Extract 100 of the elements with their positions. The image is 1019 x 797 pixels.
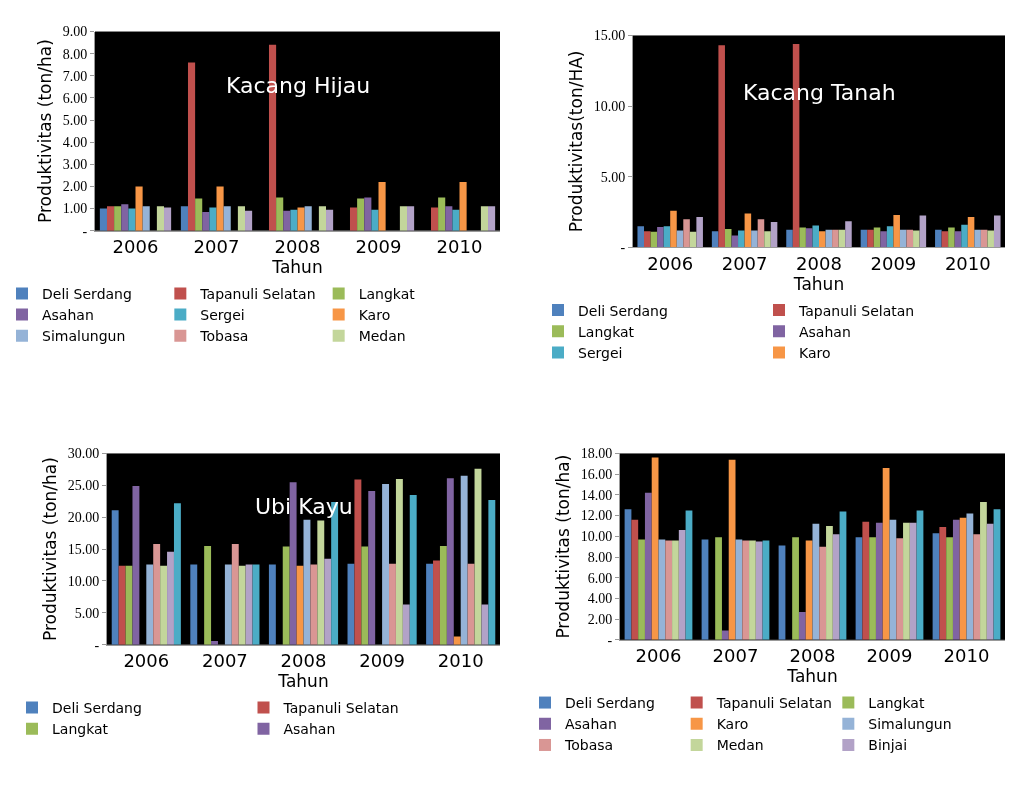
bar [819,231,826,248]
bar [832,534,840,640]
y-axis-title: Produktivitas (ton/ha) [40,457,61,642]
x-tick-label: 2007 [712,645,759,667]
y-tick-label: 1.00 [62,201,88,217]
legend-label: Medan [358,328,406,345]
bar [913,230,920,248]
y-tick-label: 12.00 [580,508,613,524]
bar [445,206,453,231]
legend-label: Tapanuli Selatan [715,695,832,712]
legend-label: Tapanuli Selatan [282,699,399,716]
y-tick-label: 5.00 [600,169,626,185]
bar [869,537,876,640]
bar [156,206,165,231]
legend-label: Deli Serdang [578,302,668,319]
legend-label: Langkat [358,285,416,302]
bar [364,197,372,231]
legend-label: Sergei [200,307,245,324]
bar [711,231,719,248]
x-axis-title: Tahun [786,666,838,687]
y-tick-label: 15.00 [593,28,626,44]
bar [718,45,725,248]
bar [297,207,305,231]
x-tick-label: 2007 [193,236,240,258]
bar [237,206,246,231]
bar [792,537,799,640]
bar [371,209,379,231]
bar [832,229,839,248]
bar [407,206,415,231]
bar [160,565,168,645]
legend-label: Langkat [868,695,925,712]
y-axis-title: Produktivitas (ton/ha) [35,39,56,224]
y-tick-label: 6.00 [62,90,88,106]
bar [326,209,334,231]
bar [980,502,987,640]
bar [644,231,651,248]
bar [638,539,645,640]
x-tick-label: 2007 [721,252,768,274]
y-tick-label: - [94,637,100,653]
bar [99,208,107,231]
legend-label: Asahan [42,307,94,324]
bar [480,206,489,231]
bar [268,564,276,645]
x-tick-label: 2010 [437,650,484,672]
y-tick-label: 18.00 [580,446,613,462]
bar [819,546,827,640]
bar [882,467,890,640]
bar [893,214,900,248]
bar [118,565,126,645]
bar [987,230,994,248]
bar [409,494,417,645]
bar [173,503,181,645]
bar [164,207,172,231]
bar [382,484,390,645]
bar [438,197,446,231]
bar [799,227,806,248]
bar [467,563,475,645]
legend-label: Karo [799,344,831,361]
bar [289,482,297,645]
y-tick-label: 6.00 [587,570,613,586]
bar [826,525,833,640]
bar [786,229,793,248]
bar [986,523,994,640]
y-tick-label: 16.00 [580,467,613,483]
bar [941,231,949,248]
bar [209,207,217,231]
bar [452,209,460,231]
y-tick-label: 8.00 [587,549,613,565]
bar [187,62,196,231]
bar [672,540,679,640]
bar [290,209,298,231]
bar [204,545,212,645]
bar [282,546,290,645]
legend-label: Tapanuli Selatan [798,302,915,319]
legend-label: Asahan [565,716,617,733]
x-tick-label: 2010 [944,252,991,274]
bar [880,231,887,248]
bar [993,215,1001,248]
bar [433,560,440,645]
y-axis-title: Produktivitas(ton/HA) [566,50,587,233]
x-tick-label: 2006 [112,236,159,258]
y-tick-label: 7.00 [62,68,88,84]
x-tick-label: 2009 [866,645,913,667]
bar [798,611,806,640]
bar [731,235,739,248]
bar [276,197,284,231]
y-tick-label: 25.00 [67,478,100,494]
bar [283,210,291,231]
bar [715,537,722,640]
bar [939,526,947,640]
bar [906,229,914,248]
bar [304,206,312,231]
bar [867,229,874,248]
bar [488,500,496,645]
y-tick-label: - [82,223,88,239]
bar [106,206,115,231]
y-tick-label: 9.00 [62,24,88,40]
y-tick-label: 4.00 [587,591,613,607]
bar [296,565,304,645]
bar [460,475,468,645]
